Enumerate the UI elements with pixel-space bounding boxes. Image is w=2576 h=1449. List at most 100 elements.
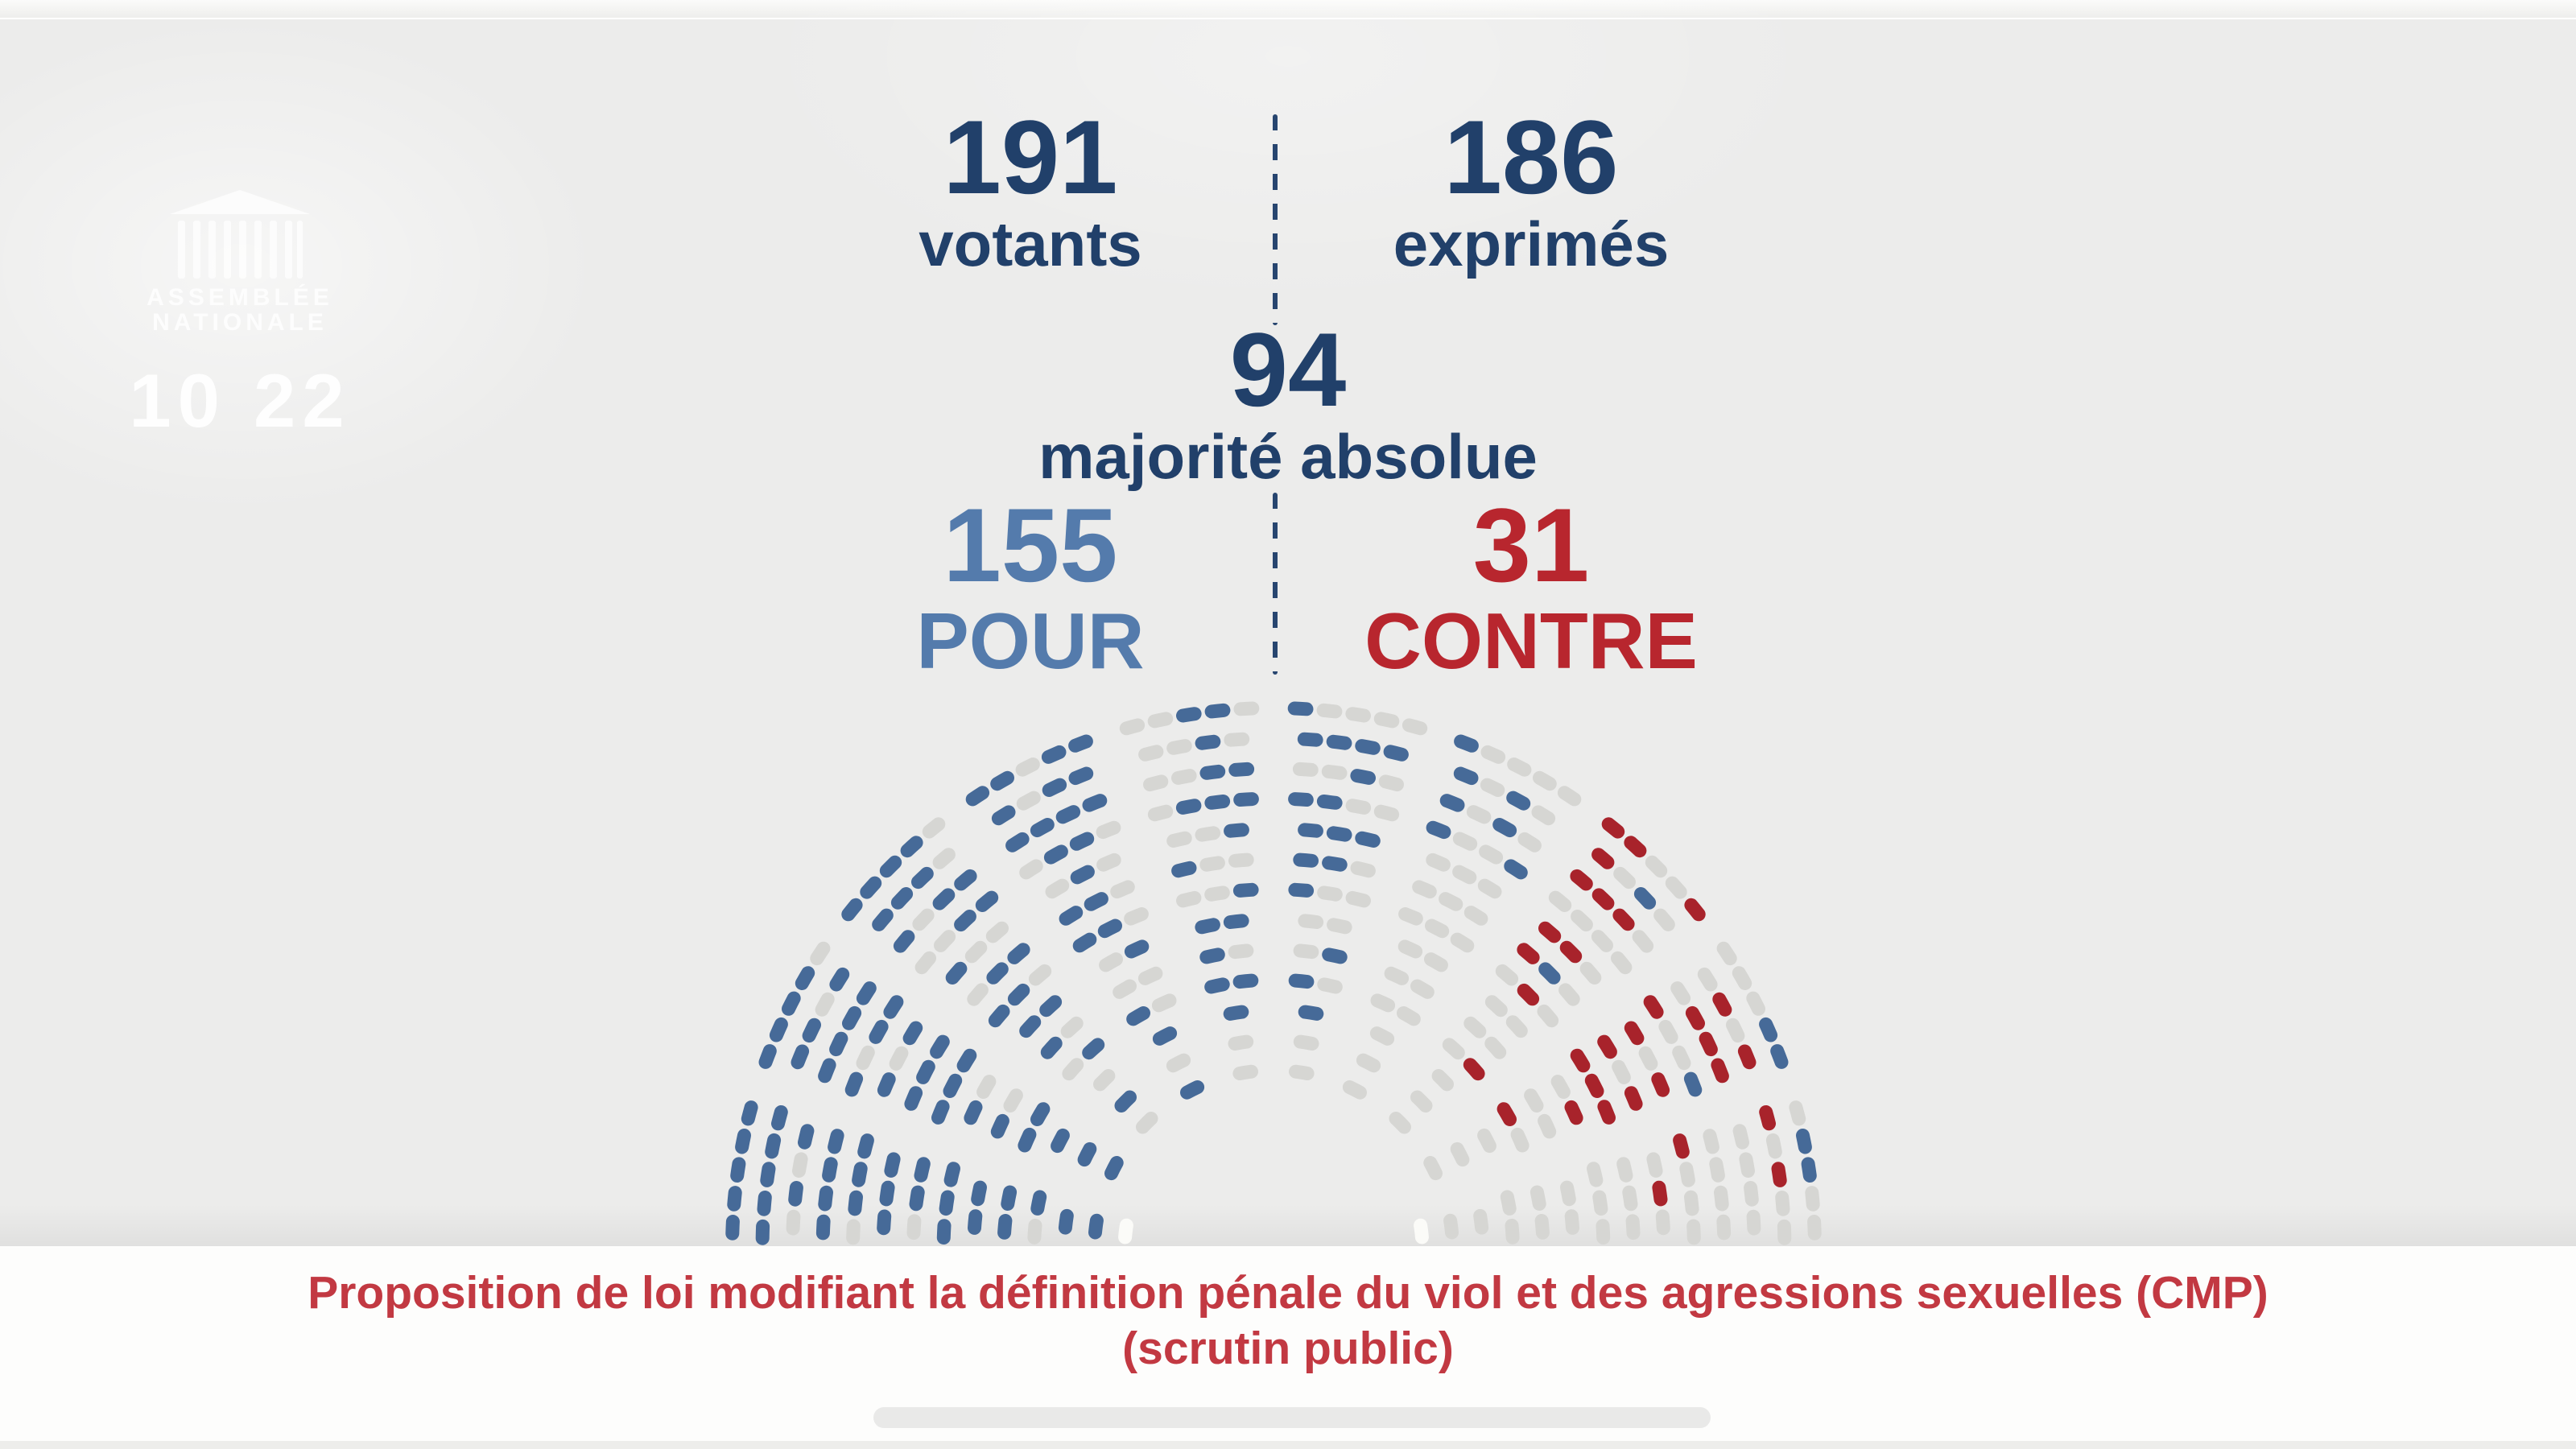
seat [1807, 1215, 1822, 1241]
seat [1510, 1127, 1530, 1153]
seat [828, 1129, 844, 1154]
seat [815, 1214, 831, 1241]
seat [1643, 995, 1664, 1019]
seat [877, 1209, 892, 1236]
seat [1030, 1190, 1047, 1216]
seat [1570, 869, 1593, 891]
seat [1658, 1019, 1678, 1044]
seat [1410, 979, 1435, 999]
seat [1402, 718, 1428, 736]
seat [1345, 799, 1372, 815]
seat [976, 1075, 997, 1099]
seat [1043, 844, 1068, 865]
seat [1524, 1088, 1544, 1113]
seat [841, 898, 863, 922]
separator-bottom [1273, 493, 1278, 675]
seat [1062, 1058, 1084, 1081]
seat [1495, 964, 1519, 986]
seat [735, 1129, 751, 1154]
seat [1199, 947, 1225, 964]
seat [884, 1152, 901, 1178]
seat [1560, 1180, 1576, 1207]
separator-top [1273, 114, 1278, 325]
seat [985, 921, 1009, 943]
seat [1477, 1128, 1496, 1154]
top-strip [0, 0, 2576, 19]
seat [1097, 919, 1122, 939]
session-clock: 10 22 [129, 358, 351, 443]
seat [1479, 844, 1504, 865]
seat [1317, 886, 1343, 902]
seat [1114, 1090, 1137, 1113]
seat [730, 1157, 746, 1183]
seat [1673, 1133, 1690, 1159]
seat [1587, 1162, 1604, 1187]
seat [1356, 1053, 1381, 1073]
seat [1059, 906, 1084, 926]
seat [1003, 1088, 1023, 1113]
seat [1613, 866, 1636, 890]
seat [1665, 876, 1687, 899]
seat [902, 1021, 923, 1046]
seat [1398, 907, 1423, 926]
seat [1204, 795, 1231, 810]
seat [1439, 794, 1465, 812]
seat [1716, 941, 1737, 966]
seat [1531, 805, 1556, 826]
seat [945, 961, 968, 985]
seat [1397, 1006, 1421, 1026]
pour-value: 155 [943, 486, 1118, 604]
seat [1709, 1157, 1725, 1183]
seat [1506, 791, 1531, 811]
seat [791, 1044, 810, 1070]
seat [1592, 1190, 1608, 1216]
seat [792, 1152, 808, 1178]
seat [1732, 966, 1752, 990]
seat [1684, 898, 1706, 922]
seat [1410, 1090, 1433, 1113]
seat [1726, 1018, 1745, 1043]
seat [1739, 1152, 1755, 1178]
seat [1683, 1071, 1703, 1097]
seat [914, 951, 936, 975]
seat [1597, 1034, 1617, 1059]
seat [1703, 1129, 1719, 1154]
seat [877, 1072, 896, 1097]
seat [1138, 745, 1164, 762]
seat [1624, 1086, 1643, 1111]
seat [879, 855, 902, 878]
seat [1624, 836, 1647, 858]
seat [1538, 921, 1562, 943]
seat [1072, 932, 1097, 953]
seat [1084, 892, 1108, 911]
seat [1176, 890, 1202, 908]
seat [1007, 983, 1030, 1006]
seat [844, 1071, 864, 1097]
seat [1537, 1004, 1559, 1028]
seat [1350, 769, 1376, 785]
seat [1517, 832, 1542, 852]
seat [1530, 1185, 1546, 1211]
seat [795, 966, 815, 990]
seat [1492, 818, 1517, 838]
progress-pill[interactable] [873, 1407, 1711, 1428]
seat [1151, 993, 1177, 1013]
seat [1045, 878, 1070, 899]
seat [1453, 766, 1479, 786]
seat [1801, 1157, 1817, 1183]
seat [1126, 1006, 1150, 1026]
seat [1454, 734, 1479, 753]
seat [1316, 703, 1343, 719]
seat [1355, 739, 1381, 755]
seat [1232, 973, 1259, 989]
hemicycle-chart [725, 701, 1822, 1245]
seat [990, 1113, 1009, 1139]
seat [818, 1185, 833, 1212]
seat [936, 1219, 952, 1245]
seat [1204, 703, 1231, 719]
seat [1082, 794, 1108, 812]
pour-block: 155 POUR [781, 486, 1280, 683]
seat [922, 817, 946, 839]
seat [1289, 1064, 1315, 1080]
